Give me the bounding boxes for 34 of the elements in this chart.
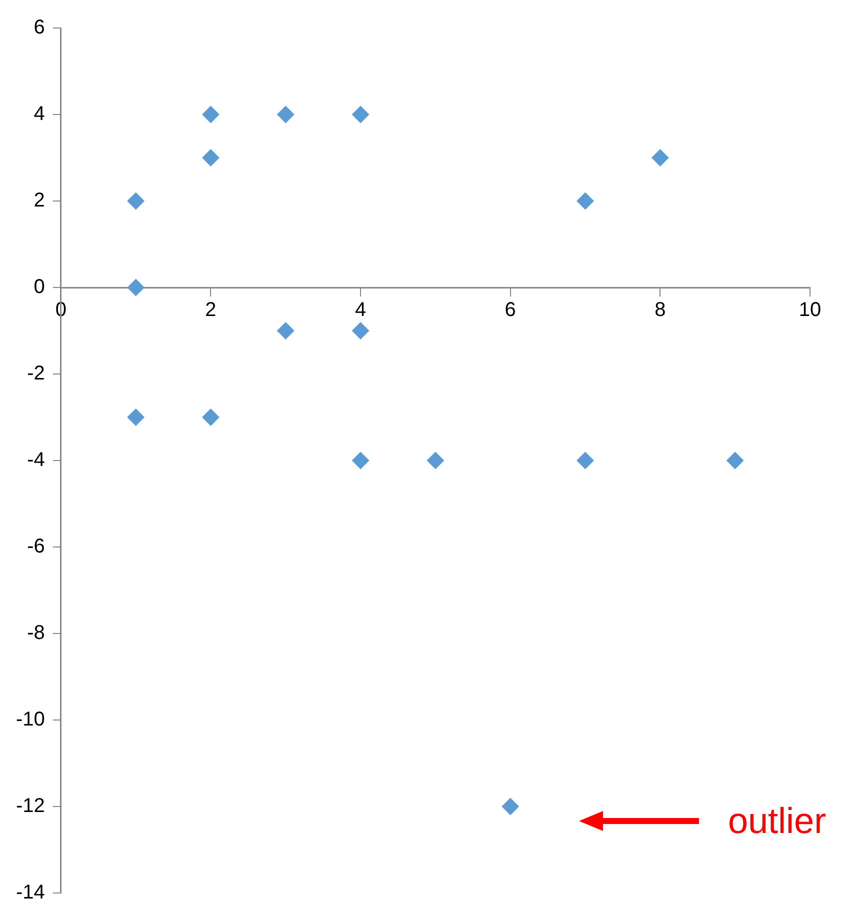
y-tick-label: -4 bbox=[27, 449, 45, 472]
x-tick-label: 6 bbox=[504, 299, 516, 322]
point bbox=[277, 322, 294, 340]
y-tick-label: -12 bbox=[16, 795, 45, 818]
y-tick-label: -2 bbox=[27, 362, 45, 385]
annotation: outlier bbox=[728, 800, 826, 842]
point bbox=[202, 106, 220, 123]
y-tick-label: -14 bbox=[16, 882, 45, 904]
y-tick-label: 6 bbox=[34, 16, 45, 39]
x-tick-label: 10 bbox=[798, 299, 822, 322]
point bbox=[576, 192, 594, 210]
point bbox=[352, 322, 370, 340]
y-tick-label: -10 bbox=[16, 708, 45, 731]
point bbox=[352, 452, 370, 469]
y-tick-label: -8 bbox=[27, 622, 45, 644]
point bbox=[652, 149, 669, 166]
point bbox=[277, 106, 294, 123]
point bbox=[202, 149, 220, 166]
point bbox=[127, 279, 144, 296]
y-tick-label: 2 bbox=[34, 190, 45, 212]
point bbox=[426, 452, 444, 469]
point bbox=[502, 798, 519, 815]
y-tick-label: 0 bbox=[34, 276, 45, 298]
y-tick-label: -6 bbox=[27, 536, 45, 558]
x-tick-label: 4 bbox=[354, 299, 366, 322]
point bbox=[127, 408, 144, 426]
point bbox=[202, 408, 220, 426]
x-tick-label: 8 bbox=[654, 299, 666, 322]
y-tick-label: 4 bbox=[34, 103, 45, 126]
point bbox=[127, 192, 144, 210]
point bbox=[726, 452, 744, 469]
point bbox=[576, 452, 594, 469]
point bbox=[352, 106, 370, 123]
x-tick-label: 2 bbox=[205, 299, 216, 322]
